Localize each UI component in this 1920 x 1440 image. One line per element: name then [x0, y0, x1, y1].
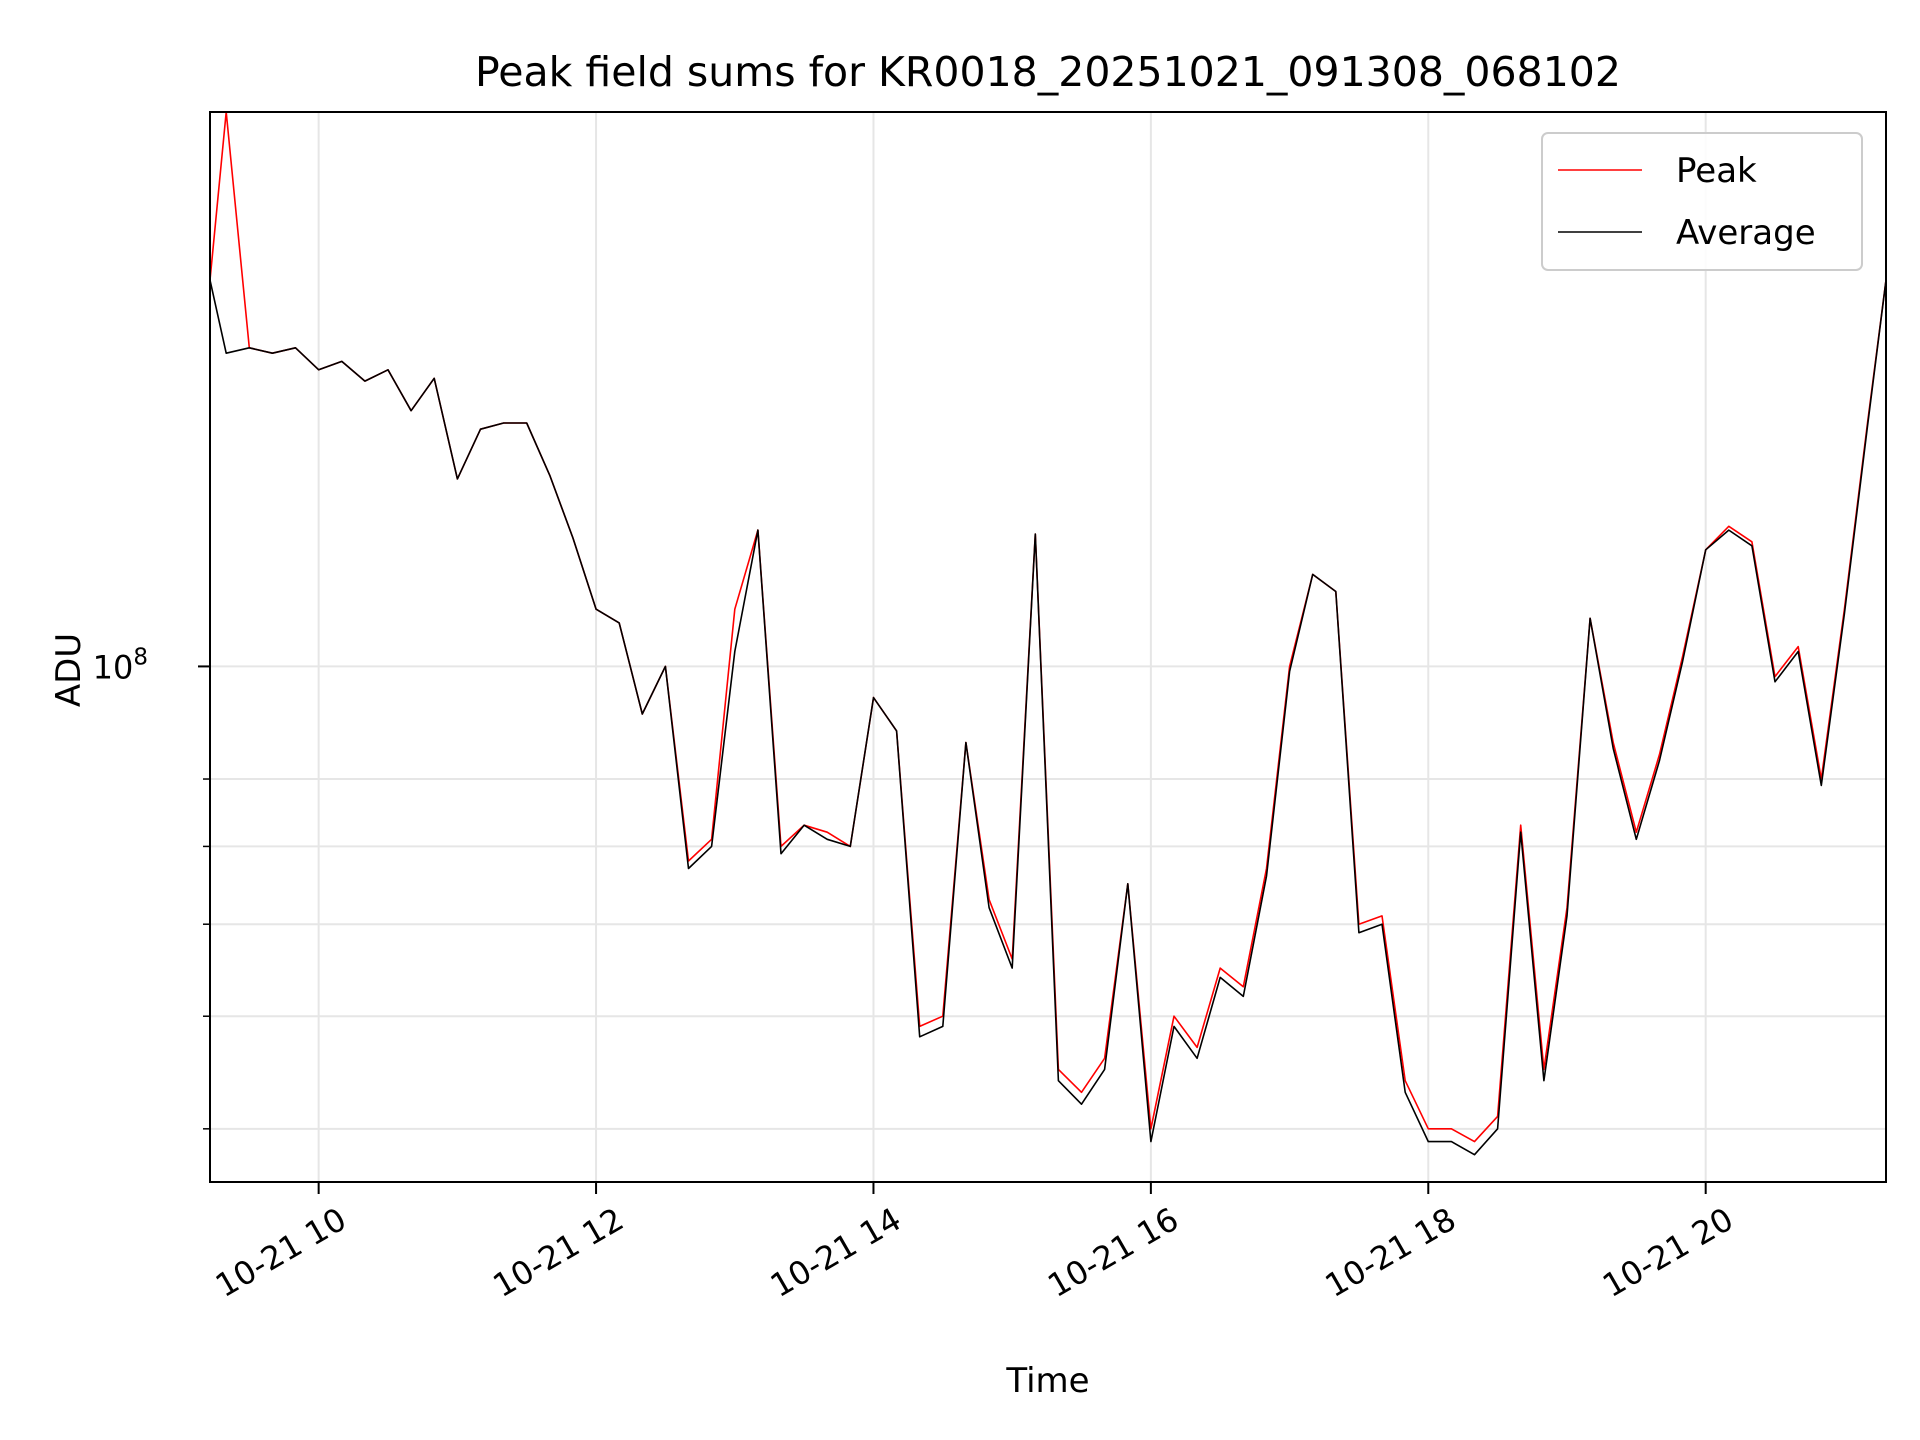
y-axis-label: ADU	[49, 633, 89, 707]
y-tick-label: 108	[93, 644, 148, 686]
x-axis-ticks: 10-21 10 10-21 12 10-21 14 10-21 16 10-21 18…	[209, 1182, 1740, 1305]
grid-lines	[210, 112, 1886, 1182]
x-tick-label: 10-21 20	[1596, 1200, 1740, 1305]
y-axis-ticks: 108	[93, 644, 210, 1130]
plot-series	[209, 111, 1887, 1156]
x-tick-label: 10-21 12	[486, 1200, 630, 1305]
legend-label-peak: Peak	[1676, 151, 1757, 191]
plot-frame	[209, 111, 1887, 1183]
y-tick-label-exponent: 8	[133, 644, 148, 670]
legend-label-average: Average	[1676, 213, 1816, 253]
legend: Peak Average	[1541, 132, 1863, 271]
x-axis-label: Time	[1005, 1361, 1089, 1401]
y-tick-label-base: 10	[93, 648, 134, 686]
x-tick-label: 10-21 16	[1041, 1200, 1185, 1305]
chart-title: Peak field sums for KR0018_20251021_0913…	[475, 48, 1621, 96]
x-tick-label: 10-21 18	[1319, 1200, 1463, 1305]
legend-box	[1541, 132, 1863, 271]
series-line-average	[209, 279, 1887, 1156]
x-tick-label: 10-21 10	[209, 1200, 353, 1305]
x-tick-label: 10-21 14	[764, 1200, 908, 1305]
